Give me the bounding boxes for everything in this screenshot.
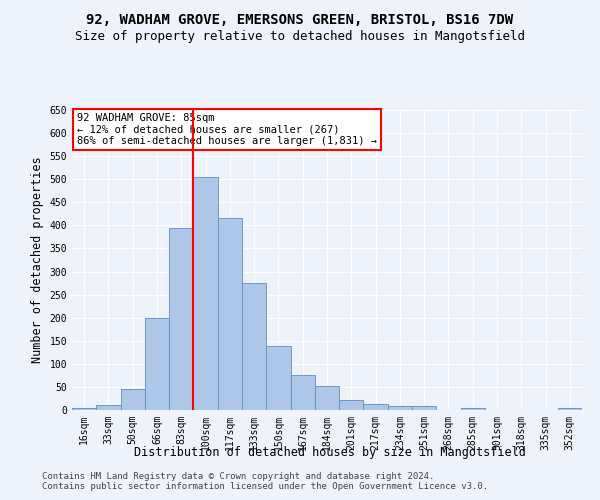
Text: Contains HM Land Registry data © Crown copyright and database right 2024.: Contains HM Land Registry data © Crown c… — [42, 472, 434, 481]
Bar — [290, 376, 315, 410]
Bar — [461, 408, 485, 410]
Text: 92, WADHAM GROVE, EMERSONS GREEN, BRISTOL, BS16 7DW: 92, WADHAM GROVE, EMERSONS GREEN, BRISTO… — [86, 12, 514, 26]
Text: Distribution of detached houses by size in Mangotsfield: Distribution of detached houses by size … — [134, 446, 526, 459]
Text: 92 WADHAM GROVE: 85sqm
← 12% of detached houses are smaller (267)
86% of semi-de: 92 WADHAM GROVE: 85sqm ← 12% of detached… — [77, 113, 377, 146]
Text: Contains public sector information licensed under the Open Government Licence v3: Contains public sector information licen… — [42, 482, 488, 491]
Bar — [339, 400, 364, 410]
Y-axis label: Number of detached properties: Number of detached properties — [31, 156, 44, 364]
Text: Size of property relative to detached houses in Mangotsfield: Size of property relative to detached ho… — [75, 30, 525, 43]
Bar — [388, 406, 412, 410]
Bar — [169, 228, 193, 410]
Bar — [121, 389, 145, 410]
Bar — [558, 408, 582, 410]
Bar — [266, 346, 290, 410]
Bar — [412, 406, 436, 410]
Bar — [96, 406, 121, 410]
Bar — [218, 218, 242, 410]
Bar — [145, 318, 169, 410]
Bar — [193, 177, 218, 410]
Bar — [72, 408, 96, 410]
Bar — [242, 283, 266, 410]
Bar — [315, 386, 339, 410]
Bar — [364, 404, 388, 410]
